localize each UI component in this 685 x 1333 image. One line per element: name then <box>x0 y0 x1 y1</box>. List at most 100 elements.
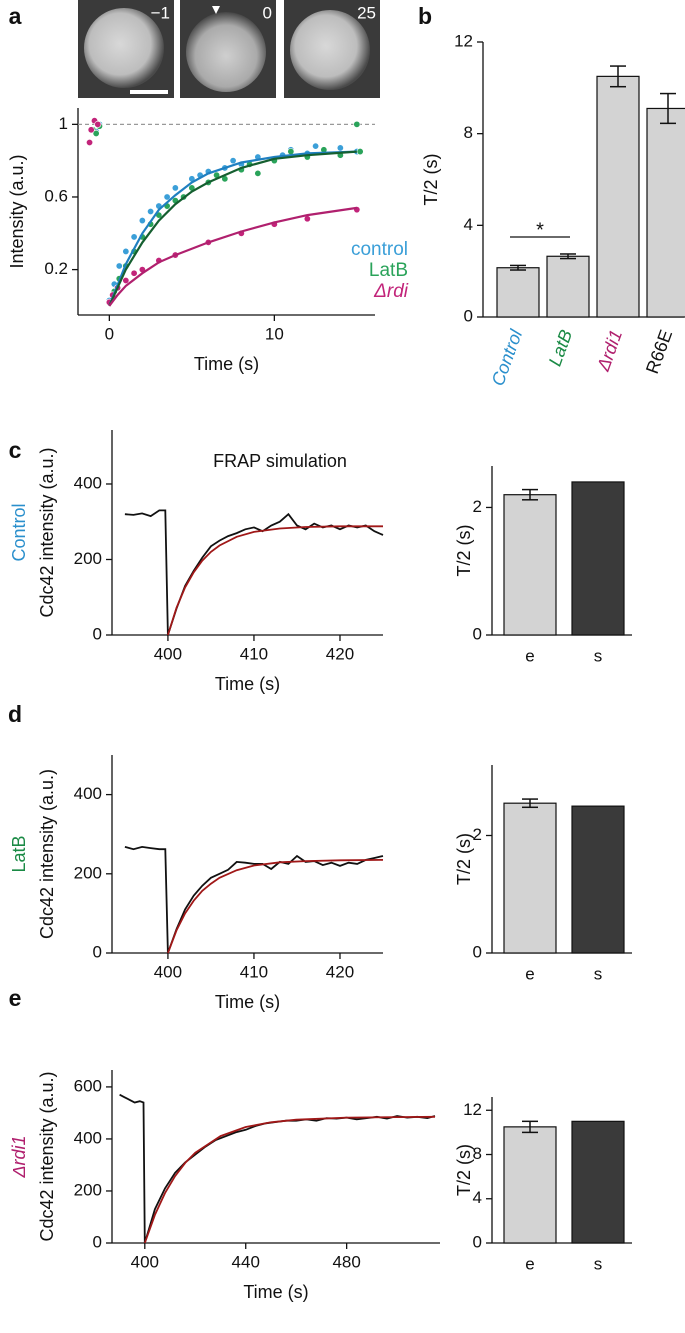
y-axis-title: T/2 (s) <box>454 833 474 885</box>
x-tick-label: Control <box>488 326 527 388</box>
y-tick-label: 0 <box>473 942 482 961</box>
y-tick-label: 4 <box>473 1188 482 1207</box>
bar <box>546 255 590 318</box>
y-tick-label: 200 <box>74 1180 102 1199</box>
data-point <box>229 157 237 165</box>
y-tick-label: 4 <box>464 215 473 234</box>
bar <box>571 805 625 954</box>
data-point <box>138 217 146 225</box>
cell <box>84 8 164 88</box>
y-tick-label: 12 <box>454 31 473 50</box>
data-point <box>86 139 94 147</box>
bar <box>503 1126 557 1244</box>
x-tick-label: 480 <box>332 1252 360 1271</box>
trace <box>167 525 383 636</box>
frame-label: 25 <box>357 3 376 22</box>
y-tick-label: 0 <box>473 624 482 643</box>
data-point <box>94 120 102 128</box>
cell <box>186 12 266 92</box>
x-tick-label: LatB <box>545 327 576 369</box>
bar <box>503 494 557 636</box>
x-tick-label: s <box>594 1254 603 1273</box>
y-tick-label: 400 <box>74 473 102 492</box>
x-tick-label: R66E <box>642 327 676 376</box>
x-axis-title: Time (s) <box>215 674 280 694</box>
data-point <box>171 184 179 192</box>
x-tick-label: 400 <box>154 962 182 981</box>
y-tick-label: 0 <box>93 942 102 961</box>
trace <box>124 845 384 954</box>
y-tick-label: 0.6 <box>44 186 68 205</box>
panel-label: b <box>418 3 432 29</box>
x-tick-label: 400 <box>154 644 182 663</box>
y-axis-title: T/2 (s) <box>421 154 441 206</box>
panel-label: c <box>9 437 22 463</box>
data-point <box>87 126 95 134</box>
y-axis-title: Cdc42 intensity (a.u.) <box>37 447 57 617</box>
fit-line <box>108 206 357 307</box>
x-axis-title: Time (s) <box>194 354 259 374</box>
y-tick-label: 200 <box>74 549 102 568</box>
frame-label: 0 <box>263 3 272 22</box>
data-point <box>122 276 130 284</box>
cell <box>290 10 370 90</box>
micrographs: −1 0 25 <box>78 0 380 98</box>
bar <box>646 107 685 318</box>
data-point <box>115 262 123 270</box>
panel-label: a <box>9 3 22 29</box>
y-tick-label: 1 <box>59 114 68 133</box>
x-axis-title: Time (s) <box>215 992 280 1012</box>
bar <box>496 267 540 318</box>
y-tick-label: 8 <box>464 123 473 142</box>
y-axis-title: Cdc42 intensity (a.u.) <box>37 1071 57 1241</box>
x-tick-label: s <box>594 964 603 983</box>
y-axis-title: Cdc42 intensity (a.u.) <box>37 769 57 939</box>
trace <box>167 859 384 954</box>
bar <box>571 481 625 636</box>
y-tick-label: 0 <box>473 1232 482 1251</box>
y-axis-title: T/2 (s) <box>454 1144 474 1196</box>
bleach-marker <box>212 6 220 14</box>
data-point <box>336 144 344 152</box>
x-tick-label: 420 <box>326 962 354 981</box>
frame-label: −1 <box>151 3 170 22</box>
x-tick-label: Δrdi1 <box>593 327 627 374</box>
y-tick-label: 12 <box>463 1100 482 1119</box>
x-tick-label: 410 <box>240 644 268 663</box>
data-point <box>254 169 262 177</box>
y-axis-title: T/2 (s) <box>454 525 474 577</box>
bar <box>596 75 640 318</box>
x-axis-title: Time (s) <box>243 1282 308 1302</box>
row-label: LatB <box>9 835 29 872</box>
significance-label: * <box>536 219 544 241</box>
row-label: Δrdi1 <box>9 1135 29 1178</box>
y-tick-label: 400 <box>74 1128 102 1147</box>
legend-entry: Δrdi <box>373 281 409 302</box>
y-tick-label: 0 <box>93 624 102 643</box>
x-tick-label: 420 <box>326 644 354 663</box>
data-point <box>356 148 364 156</box>
y-tick-label: 8 <box>473 1144 482 1163</box>
data-point <box>353 120 361 128</box>
y-tick-label: 400 <box>74 784 102 803</box>
bar <box>571 1120 625 1244</box>
data-point <box>163 193 171 201</box>
y-axis-title: Intensity (a.u.) <box>7 154 27 268</box>
panel-label: d <box>8 701 22 727</box>
x-tick-label: e <box>525 646 534 665</box>
panel-label: e <box>9 985 22 1011</box>
data-point <box>122 247 130 255</box>
chart-title: FRAP simulation <box>213 451 347 471</box>
y-tick-label: 2 <box>473 825 482 844</box>
legend-entry: control <box>351 239 408 260</box>
data-point <box>130 269 138 277</box>
data-point <box>312 142 320 150</box>
x-tick-label: 410 <box>240 962 268 981</box>
y-tick-label: 0.2 <box>44 259 68 278</box>
trace <box>124 509 384 636</box>
y-tick-label: 0 <box>93 1232 102 1251</box>
data-point <box>92 129 100 137</box>
y-tick-label: 200 <box>74 863 102 882</box>
